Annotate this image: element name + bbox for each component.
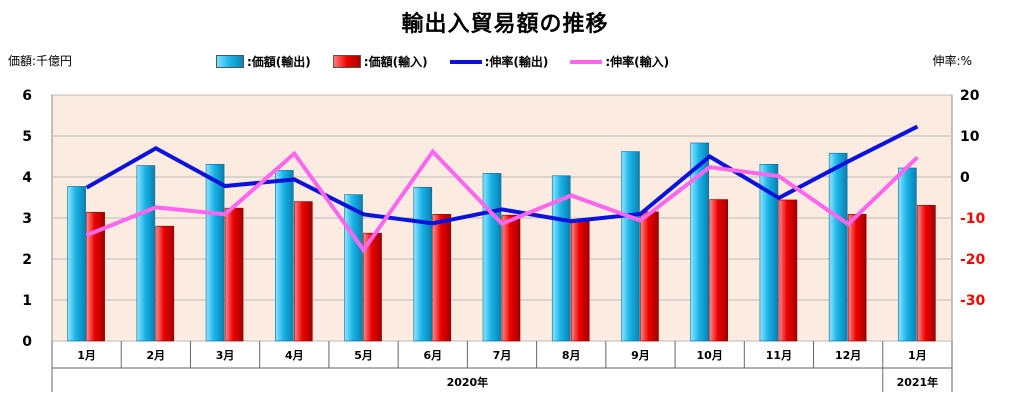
legend-label-import-value: :価額(輸入) — [363, 55, 428, 69]
right-tick-label: 10 — [960, 129, 980, 145]
legend-swatch-import-growth — [570, 59, 603, 64]
category-label: 8月 — [562, 349, 581, 362]
right-tick-label: 0 — [960, 170, 970, 186]
category-label: 11月 — [766, 349, 792, 362]
import-value-bar — [363, 232, 382, 342]
legend-item-export-growth: :伸率(輸出) — [449, 53, 549, 70]
legend-label-import-growth: :伸率(輸入) — [605, 55, 670, 69]
left-tick-label: 6 — [22, 88, 32, 104]
legend: :価額(輸出) :価額(輸入) :伸率(輸出) :伸率(輸入) — [216, 53, 669, 70]
right-axis-unit: 伸率:% — [932, 54, 972, 68]
right-tick-label: -20 — [960, 252, 986, 268]
category-label: 10月 — [697, 349, 723, 362]
left-tick-label: 0 — [22, 334, 32, 350]
export-value-bar — [344, 194, 363, 342]
left-tick-label: 4 — [22, 170, 32, 186]
import-value-bar — [432, 214, 452, 342]
legend-item-import-value: :価額(輸入) — [332, 53, 428, 70]
legend-label-export-value: :価額(輸出) — [247, 55, 311, 69]
left-tick-label: 3 — [22, 211, 32, 227]
left-tick-label: 2 — [22, 252, 32, 268]
export-value-bar — [275, 170, 294, 342]
category-label: 1月 — [77, 349, 96, 362]
year-group-label: 2020年 — [447, 375, 489, 389]
legend-swatch-import-value — [332, 55, 361, 68]
import-value-bar — [570, 219, 590, 342]
legend-swatch-export-growth — [449, 59, 482, 64]
export-growth-line — [85, 124, 919, 226]
legend-item-export-value: :価額(輸出) — [216, 53, 311, 70]
category-label: 12月 — [835, 349, 861, 362]
legend-label-export-growth: :伸率(輸出) — [484, 55, 549, 69]
legend-swatch-export-value — [216, 55, 244, 68]
import-value-bar — [86, 211, 105, 342]
left-axis-unit: 価額:千億円 — [8, 54, 73, 68]
right-tick-label: -30 — [960, 293, 986, 309]
category-label: 2月 — [147, 349, 166, 362]
chart-title: 輸出入貿易額の推移 — [401, 11, 609, 37]
category-label: 4月 — [285, 349, 304, 362]
export-value-bar — [898, 167, 917, 342]
export-value-bar — [621, 151, 640, 342]
export-value-bar — [67, 186, 86, 342]
import-value-bar — [501, 214, 521, 342]
year-group-label: 2021年 — [897, 375, 939, 389]
import-value-bar — [155, 225, 175, 342]
export-value-bar — [759, 163, 779, 342]
import-value-bar — [917, 204, 936, 342]
right-tick-label: 20 — [960, 88, 980, 104]
import-value-bar — [709, 199, 728, 342]
export-value-bar — [690, 142, 709, 342]
import-value-bar — [294, 201, 313, 342]
export-value-bar — [828, 152, 848, 342]
category-label: 9月 — [631, 349, 650, 362]
category-label: 5月 — [354, 349, 373, 362]
legend-item-import-growth: :伸率(輸入) — [570, 53, 669, 70]
import-value-bar — [778, 199, 798, 342]
category-label: 1月 — [908, 349, 927, 362]
import-value-bar — [847, 214, 867, 342]
category-label: 6月 — [423, 349, 442, 362]
left-tick-label: 5 — [22, 129, 32, 145]
export-value-bar — [205, 163, 225, 342]
export-value-bar — [413, 186, 433, 342]
import-value-bar — [224, 207, 244, 342]
category-label: 3月 — [216, 349, 235, 362]
import-growth-line — [85, 148, 919, 254]
right-tick-label: -10 — [960, 211, 986, 227]
export-value-bar — [136, 165, 156, 342]
category-label: 7月 — [493, 349, 512, 362]
left-tick-label: 1 — [22, 293, 32, 309]
export-value-bar — [482, 173, 502, 342]
import-value-bar — [640, 211, 659, 342]
